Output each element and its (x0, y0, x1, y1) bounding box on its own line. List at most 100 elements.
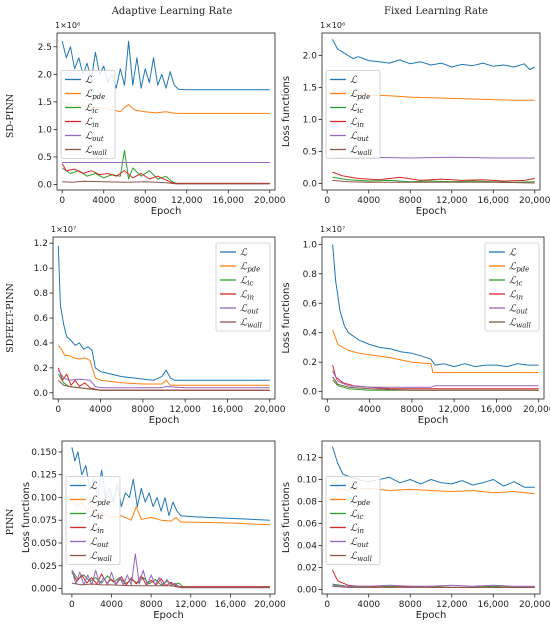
x-tick-label: 20,000 (523, 405, 550, 415)
x-tick-label: 16,000 (215, 600, 247, 610)
y-tick-label: 0.025 (31, 562, 57, 572)
legend-entry-0: ℒ (350, 481, 358, 492)
series-line-0 (61, 40, 270, 91)
y-tick-label: 0.0 (34, 389, 49, 399)
y-tick-label: 1.0 (38, 125, 53, 135)
x-tick-label: 12,000 (171, 196, 203, 206)
x-axis-label: Epoch (418, 415, 449, 426)
legend-subscript: out (97, 541, 109, 549)
y-tick-label: 2.0 (303, 51, 318, 61)
axis-exponent: 1×10⁶ (320, 21, 345, 30)
y-tick-label: 0.050 (31, 539, 57, 549)
x-tick-label: 8000 (140, 600, 163, 610)
x-tick-label: 4000 (358, 405, 381, 415)
y-tick-label: 0.06 (297, 520, 317, 530)
axis-exponent: 1×10⁷ (320, 225, 345, 234)
legend-subscript: in (516, 294, 523, 302)
y-tick-label: 0.0 (303, 180, 318, 190)
series-line-0 (331, 39, 536, 70)
legend-subscript: wall (92, 149, 107, 157)
legend-subscript: out (516, 308, 528, 316)
x-tick-label: 16,000 (213, 196, 245, 206)
column-title-adaptive: Adaptive Learning Rate (111, 6, 233, 17)
legend-box (65, 476, 121, 565)
y-tick-label: 0.0 (303, 388, 318, 398)
row-title-pinn: PINN (5, 509, 16, 536)
x-tick-label: 0 (324, 405, 330, 415)
legend-entry-0: ℒ (85, 75, 93, 86)
y-tick-label: 0.2 (34, 364, 48, 374)
series-line-3 (331, 569, 535, 588)
y-tick-label: 0.5 (38, 153, 52, 163)
series-line-5 (62, 180, 270, 185)
x-tick-label: 12,000 (436, 600, 468, 610)
y-tick-label: 0.000 (31, 585, 57, 595)
y-tick-label: 0.100 (31, 493, 57, 503)
plot-frame (321, 32, 541, 191)
x-axis-label: Epoch (153, 610, 184, 621)
y-tick-label: 0.00 (297, 586, 317, 596)
legend-subscript: in (97, 527, 104, 535)
series-line-3 (61, 163, 270, 184)
series-line-3 (332, 171, 535, 182)
series-line-5 (332, 376, 539, 391)
legend-entry-0: ℒ (350, 75, 358, 86)
legend-box (325, 476, 381, 565)
series-line-5 (332, 179, 535, 184)
plot-frame (321, 236, 545, 400)
x-tick-label: 0 (324, 196, 330, 206)
legend-subscript: pde (92, 93, 105, 101)
y-tick-label: 0.02 (297, 564, 317, 574)
axis-exponent: 1×10⁶ (55, 21, 80, 30)
y-tick-label: 0.5 (303, 148, 317, 158)
x-axis-label: Epoch (151, 206, 182, 217)
series-line-5 (71, 582, 270, 589)
legend-subscript: out (357, 541, 369, 549)
x-tick-label: 4000 (89, 405, 112, 415)
x-tick-label: 16,000 (478, 600, 510, 610)
series-line-2 (332, 176, 535, 183)
row-title-sdfeet-pinn: SDFEET-PINN (5, 283, 16, 353)
legend-subscript: ic (357, 513, 363, 521)
y-tick-label: 0.0 (38, 180, 53, 190)
legend-subscript: wall (516, 322, 531, 330)
x-tick-label: 8000 (131, 405, 154, 415)
x-tick-label: 0 (55, 405, 61, 415)
legend-subscript: pde (357, 93, 370, 101)
legend-subscript: in (357, 121, 364, 129)
x-tick-label: 8000 (134, 196, 157, 206)
y-axis-label: Loss functions (281, 482, 292, 553)
legend-subscript: wall (357, 149, 372, 157)
series-line-4 (332, 584, 535, 587)
y-tick-label: 0.08 (297, 498, 317, 508)
x-tick-label: 16,000 (481, 405, 513, 415)
row-title-sd-pinn: SD-PINN (5, 94, 16, 138)
chart-panel-r1c0: 0 4000 8000 12,000 16,000 20,000 0.0 0.2 0.4 0.6 0… (34, 225, 286, 426)
legend-subscript: wall (357, 555, 372, 563)
y-axis-label: Loss functions (281, 282, 292, 353)
x-tick-label: 12,000 (169, 405, 201, 415)
legend-box (60, 70, 116, 159)
y-tick-label: 0.12 (297, 454, 317, 464)
legend-subscript: wall (247, 322, 262, 330)
x-tick-label: 12,000 (438, 405, 470, 415)
x-axis-label: Epoch (416, 206, 447, 217)
chart-panel-r2c1: 0 4000 8000 12,000 16,000 20,000 0.00 0.02 0.04 0… (281, 440, 550, 621)
legend-entry-0: ℒ (90, 481, 98, 492)
legend-subscript: out (357, 135, 369, 143)
legend-subscript: in (92, 121, 99, 129)
y-tick-label: 0.4 (303, 329, 318, 339)
series-line-0 (57, 245, 270, 381)
y-tick-label: 1.0 (34, 264, 49, 274)
y-axis-label: Loss functions (281, 76, 292, 147)
series-line-1 (57, 345, 270, 386)
chart-panel-r0c1: 0 4000 8000 12,000 16,000 20,000 0.0 0.5 1.0 1.5 2… (281, 21, 550, 217)
x-tick-label: 8000 (399, 196, 422, 206)
x-tick-label: 4000 (100, 600, 123, 610)
